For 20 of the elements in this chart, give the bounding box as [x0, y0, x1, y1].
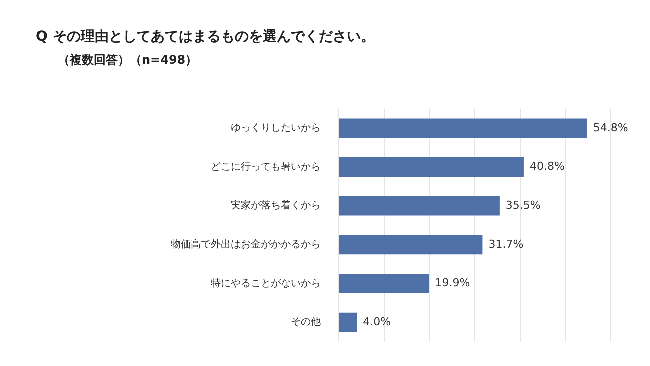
data-label: 19.9% — [435, 276, 470, 290]
bar — [340, 312, 358, 332]
y-tick-label: 特にやることがないから — [211, 277, 321, 290]
y-tick-label: その他 — [291, 316, 321, 328]
y-tick-label: 実家が落ち着くから — [231, 200, 321, 212]
bar — [340, 196, 500, 216]
data-label: 4.0% — [363, 315, 392, 328]
text: Q その理由としてあてはまるものを選んでください。 — [36, 28, 376, 46]
bar — [340, 235, 483, 255]
y-tick-label: 物価高で外出はお金がかかるから — [171, 238, 321, 251]
data-label: 35.5% — [506, 198, 541, 212]
bar — [340, 118, 588, 138]
data-label: 54.8% — [593, 121, 628, 134]
bar — [340, 158, 524, 177]
bar — [340, 274, 430, 294]
text: （複数回答）（n=498） — [57, 52, 199, 69]
y-tick-label: ゆっくりしたいから — [231, 123, 321, 134]
y-tick-label: どこに行っても暑いから — [211, 162, 321, 173]
data-label: 31.7% — [488, 238, 524, 251]
data-label: 40.8% — [530, 160, 565, 174]
